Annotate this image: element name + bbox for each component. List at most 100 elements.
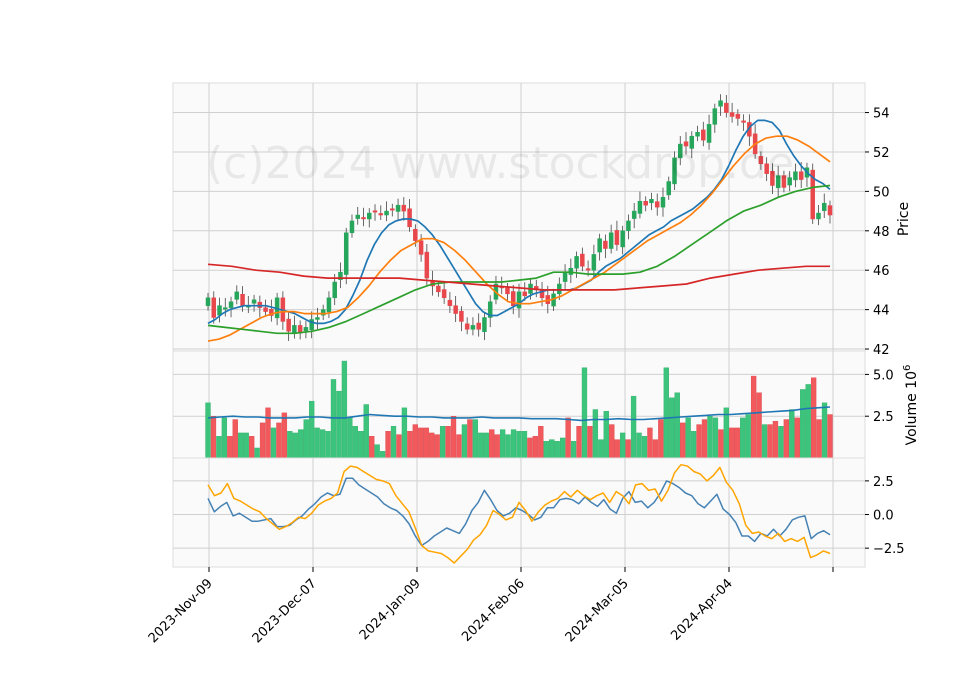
candle — [349, 220, 355, 234]
candle — [355, 214, 360, 219]
panel-background — [172, 457, 866, 568]
candle — [580, 253, 585, 267]
moving-average-line — [207, 263, 830, 291]
volume-bar — [516, 431, 522, 459]
candle — [683, 141, 689, 147]
x-tick-label: 2024-Apr-04 — [668, 576, 735, 643]
candle — [395, 204, 401, 212]
volume-bar — [636, 432, 642, 459]
volume-bar — [603, 410, 609, 459]
candle — [729, 112, 735, 117]
candle — [672, 157, 677, 185]
volume-bar — [505, 434, 511, 459]
volume-bar — [259, 422, 266, 459]
volume-bar — [696, 424, 702, 459]
oscillator-panel: −2.5 0.0 2.5 — [172, 457, 905, 568]
candle — [361, 217, 366, 220]
candle — [695, 132, 700, 137]
volume-bar — [472, 419, 479, 459]
candle — [263, 307, 268, 312]
volume-bar — [347, 417, 353, 459]
volume-bar — [276, 422, 282, 459]
volume-bar — [407, 431, 413, 459]
volume-bar — [554, 441, 560, 459]
volume-bar — [620, 432, 626, 459]
volume-bar — [690, 431, 697, 459]
volume-bar — [303, 419, 309, 459]
candle — [343, 232, 349, 275]
volume-bar — [352, 426, 358, 459]
candle — [718, 100, 723, 107]
volume-bar — [592, 409, 599, 459]
volume-bar — [494, 434, 500, 459]
candle — [217, 305, 222, 316]
candle — [597, 238, 602, 253]
volume-bar — [559, 437, 566, 459]
volume-bar — [810, 377, 817, 459]
volume-bar — [292, 432, 298, 459]
volume-bar — [723, 407, 729, 459]
volume-bar — [740, 417, 746, 459]
volume-bar — [461, 424, 468, 459]
volume-bar — [674, 392, 680, 459]
candle — [643, 200, 648, 206]
volume-bar — [647, 427, 653, 459]
candle — [660, 197, 666, 208]
volume-bar — [385, 431, 391, 459]
volume-bar — [390, 426, 397, 459]
volume-bar — [794, 417, 800, 459]
volume-bar — [243, 432, 249, 459]
volume-bar — [816, 419, 822, 459]
candle — [562, 271, 568, 282]
candle — [447, 299, 453, 306]
volume-bar — [701, 419, 708, 459]
oscillator-tick-label: 2.5 — [873, 475, 894, 490]
volume-bar — [745, 414, 751, 459]
volume-bar — [319, 429, 326, 459]
candle — [470, 325, 476, 330]
candle — [649, 199, 654, 204]
candle — [441, 289, 447, 299]
candle — [793, 171, 798, 181]
volume-bar — [783, 419, 790, 459]
candle — [424, 251, 430, 279]
volume-bar — [538, 426, 544, 459]
volume-bar — [270, 427, 277, 459]
volume-bar — [489, 429, 495, 459]
candle — [384, 210, 389, 216]
candle — [706, 124, 712, 143]
candle — [251, 299, 257, 304]
candle — [482, 317, 487, 332]
candle — [269, 308, 274, 316]
volume-bar — [298, 429, 304, 459]
volume-bar — [527, 437, 533, 459]
candle — [372, 210, 378, 213]
price-tick-label: 46 — [873, 264, 890, 279]
candle — [487, 301, 493, 318]
volume-bar — [467, 419, 473, 459]
volume-bar — [549, 439, 555, 459]
oscillator-line — [207, 463, 831, 564]
x-tick-label: 2024-Feb-06 — [459, 576, 528, 645]
volume-bar — [478, 432, 484, 459]
candle — [637, 200, 643, 214]
volume-bar — [625, 439, 631, 459]
volume-bar — [418, 427, 424, 459]
candle — [505, 287, 510, 295]
volume-bar — [336, 390, 342, 459]
volume-bar — [429, 432, 435, 459]
volume-bar — [609, 424, 615, 459]
volume-bar — [756, 392, 762, 459]
price-tick-label: 50 — [873, 185, 890, 200]
candle — [367, 212, 372, 220]
volume-bar — [630, 395, 637, 459]
candle — [810, 169, 815, 220]
volume-bar — [363, 404, 369, 459]
candle — [764, 163, 769, 174]
candle — [476, 322, 481, 330]
volume-bar — [614, 439, 620, 459]
candle — [413, 228, 418, 241]
volume-bar — [401, 407, 408, 459]
volume-bar — [445, 426, 451, 459]
